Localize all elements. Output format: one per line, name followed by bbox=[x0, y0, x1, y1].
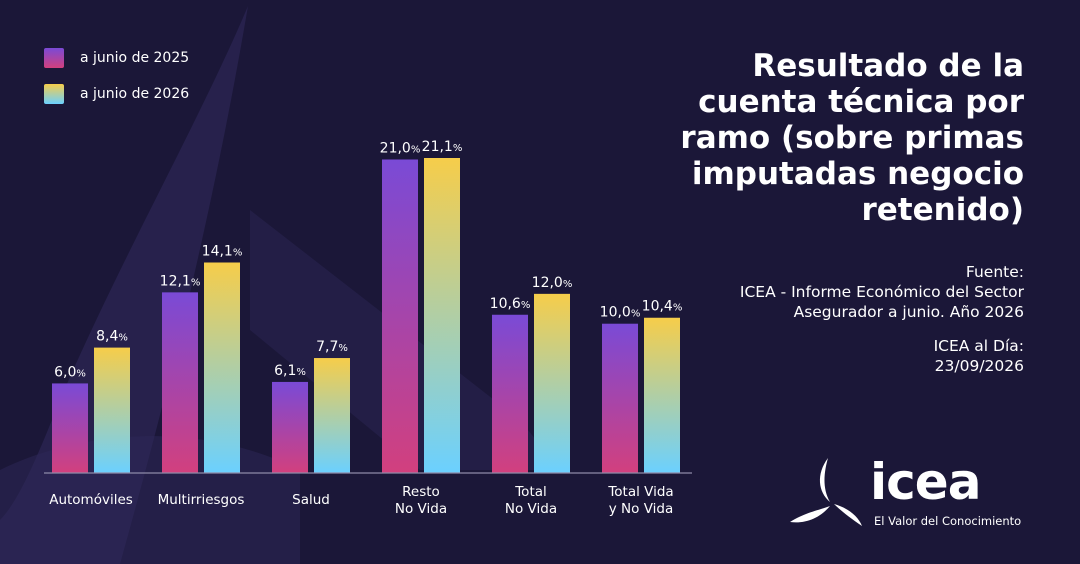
bar-2026-3 bbox=[424, 158, 460, 473]
data-label-2025-5: 10,0% bbox=[600, 305, 641, 321]
data-label-2026-5: 10,4% bbox=[642, 299, 683, 315]
bar-2026-4 bbox=[534, 293, 570, 473]
data-label-2025-3: 21,0% bbox=[380, 140, 421, 156]
bar-2025-1 bbox=[162, 292, 198, 473]
data-label-2026-0: 8,4% bbox=[96, 329, 128, 345]
legend-label-2026: a junio de 2026 bbox=[80, 86, 190, 102]
legend-item-2025: a junio de 2025 bbox=[44, 48, 189, 68]
icea-logo-word: icea bbox=[870, 453, 981, 511]
x-tick-label-0: Automóviles bbox=[49, 492, 133, 508]
bar-2026-5 bbox=[644, 317, 680, 473]
legend: a junio de 2025 a junio de 2026 bbox=[44, 48, 189, 120]
bar-2025-4 bbox=[492, 314, 528, 473]
icea-logo: icea El Valor del Conocimiento bbox=[786, 452, 1026, 532]
x-axis-labels: Automóviles Multirriesgos Salud Resto No Vid… bbox=[49, 484, 673, 517]
legend-swatch-2025 bbox=[44, 48, 64, 68]
data-label-2025-2: 6,1% bbox=[274, 363, 306, 379]
publication-date: 23/09/2026 bbox=[934, 357, 1024, 375]
data-label-2026-3: 21,1% bbox=[422, 139, 463, 155]
date-label: ICEA al Día: bbox=[933, 337, 1024, 355]
source-block: Fuente: ICEA - Informe Económico del Sec… bbox=[664, 262, 1024, 376]
chart-title: Resultado de la cuenta técnica por ramo … bbox=[680, 48, 1024, 228]
data-label-2026-4: 12,0% bbox=[532, 275, 573, 291]
data-label-2026-1: 14,1% bbox=[202, 244, 243, 260]
data-label-2025-1: 12,1% bbox=[160, 273, 201, 289]
x-tick-label-1: Multirriesgos bbox=[158, 492, 245, 508]
bar-2026-2 bbox=[314, 358, 350, 473]
source-text: ICEA - Informe Económico del Sector Aseg… bbox=[739, 283, 1024, 321]
legend-swatch-2026 bbox=[44, 84, 64, 104]
x-tick-label-5: Total Vida y No Vida bbox=[607, 484, 673, 517]
icea-logo-tagline: El Valor del Conocimiento bbox=[874, 514, 1022, 528]
legend-label-2025: a junio de 2025 bbox=[80, 50, 190, 66]
x-tick-label-3: Resto No Vida bbox=[395, 484, 447, 517]
legend-item-2026: a junio de 2026 bbox=[44, 84, 189, 104]
data-label-2026-2: 7,7% bbox=[316, 339, 348, 355]
data-label-2025-4: 10,6% bbox=[490, 296, 531, 312]
bars-group: 6,0% 8,4% 12,1%14,1% 6,1% 7,7% 21,0% 21,1% 10,6… bbox=[52, 139, 682, 473]
bar-2025-2 bbox=[272, 381, 308, 473]
bar-2025-3 bbox=[382, 159, 418, 473]
bar-2025-0 bbox=[52, 383, 88, 473]
source-label: Fuente: bbox=[965, 263, 1024, 281]
bar-2026-1 bbox=[204, 262, 240, 473]
bar-2026-0 bbox=[94, 347, 130, 473]
x-tick-label-2: Salud bbox=[292, 492, 330, 508]
x-tick-label-4: Total No Vida bbox=[505, 484, 557, 517]
data-label-2025-0: 6,0% bbox=[54, 364, 86, 380]
icea-logo-mark-icon bbox=[790, 458, 862, 526]
bar-2025-5 bbox=[602, 323, 638, 473]
